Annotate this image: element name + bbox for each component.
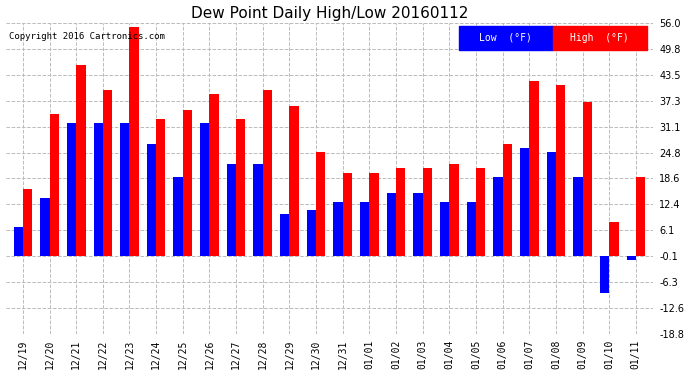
Bar <box>493 177 502 256</box>
Bar <box>386 194 396 256</box>
Bar <box>609 222 618 256</box>
Bar <box>333 202 343 256</box>
Bar <box>183 110 192 256</box>
Bar <box>14 226 23 256</box>
Bar <box>449 164 459 256</box>
Bar <box>396 168 405 256</box>
Bar <box>120 123 130 256</box>
Bar <box>343 172 352 256</box>
Bar <box>476 168 485 256</box>
Bar <box>23 189 32 256</box>
Bar <box>423 168 432 256</box>
Bar <box>227 164 236 256</box>
Bar <box>289 106 299 256</box>
Bar <box>582 102 592 256</box>
Bar <box>210 94 219 256</box>
Bar <box>94 123 103 256</box>
Text: High  (°F): High (°F) <box>571 33 629 43</box>
Bar <box>502 144 512 256</box>
Bar <box>413 194 423 256</box>
Bar <box>50 114 59 256</box>
Bar <box>130 27 139 256</box>
Text: Copyright 2016 Cartronics.com: Copyright 2016 Cartronics.com <box>9 32 165 41</box>
Bar <box>636 177 645 256</box>
Bar <box>627 256 636 260</box>
Bar <box>600 256 609 293</box>
Bar <box>103 90 112 256</box>
Bar <box>440 202 449 256</box>
FancyBboxPatch shape <box>459 26 553 50</box>
Title: Dew Point Daily High/Low 20160112: Dew Point Daily High/Low 20160112 <box>190 6 468 21</box>
Bar <box>369 172 379 256</box>
Bar <box>573 177 582 256</box>
Bar <box>156 118 166 256</box>
Bar <box>147 144 156 256</box>
Bar <box>253 164 263 256</box>
Bar <box>280 214 289 256</box>
Bar <box>466 202 476 256</box>
Bar <box>200 123 210 256</box>
Bar <box>556 86 565 256</box>
Bar <box>316 152 326 256</box>
Bar <box>263 90 272 256</box>
Bar <box>76 64 86 256</box>
Bar <box>173 177 183 256</box>
Bar <box>520 148 529 256</box>
Bar <box>360 202 369 256</box>
Bar <box>40 198 50 256</box>
Bar <box>236 118 246 256</box>
FancyBboxPatch shape <box>553 26 647 50</box>
Bar <box>529 81 539 256</box>
Bar <box>546 152 556 256</box>
Text: Low  (°F): Low (°F) <box>480 33 532 43</box>
Bar <box>67 123 76 256</box>
Bar <box>307 210 316 256</box>
